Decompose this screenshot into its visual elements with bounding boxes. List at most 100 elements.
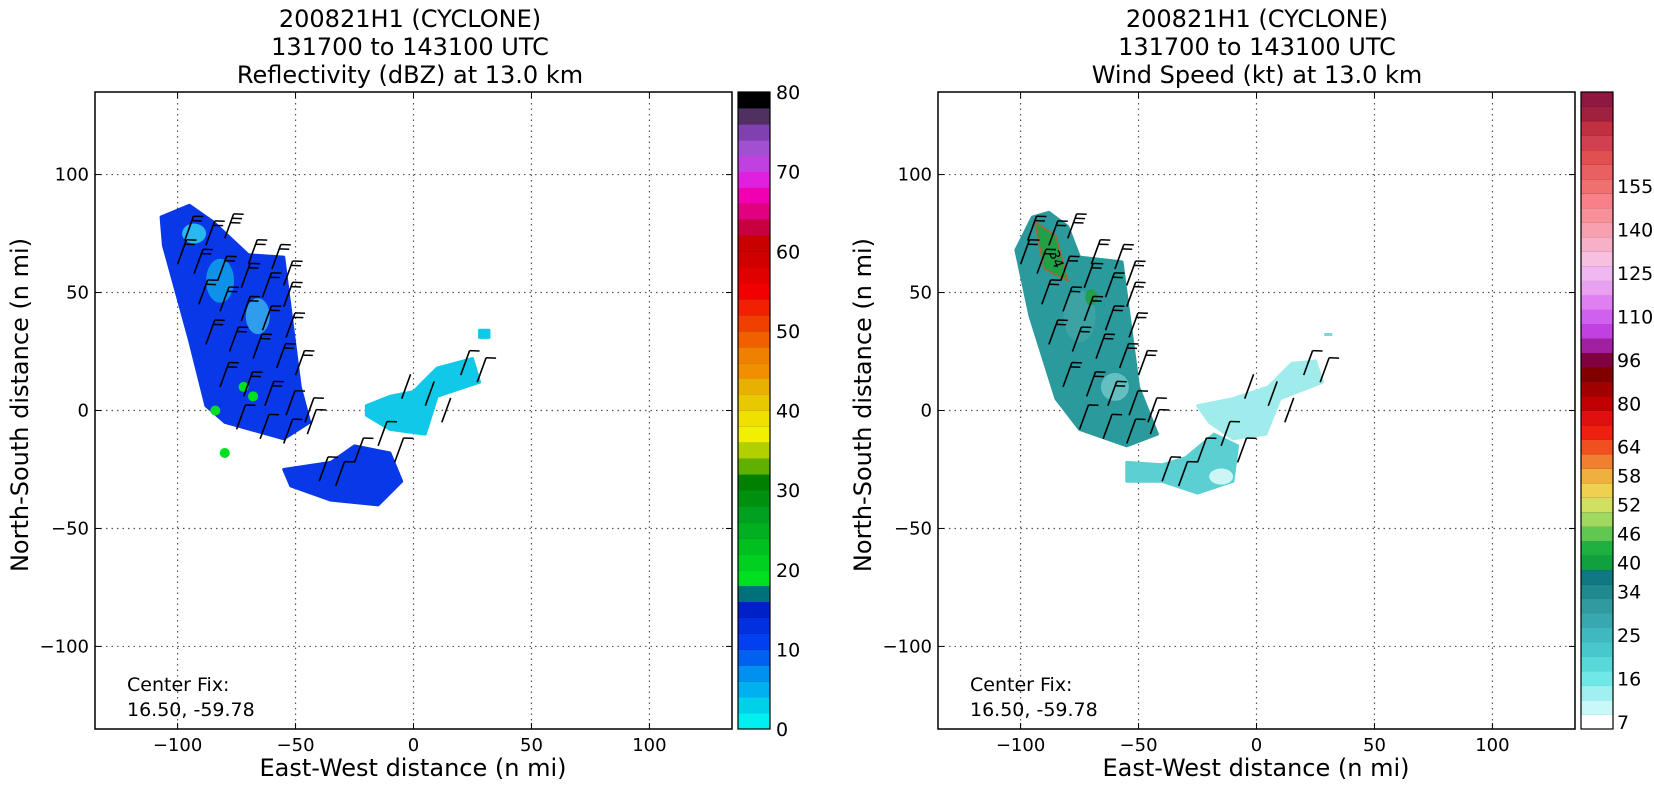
wind-barb xyxy=(198,279,218,305)
x-tick-label: −100 xyxy=(996,735,1045,756)
colorbar-segment xyxy=(738,649,770,666)
wind-barb xyxy=(275,342,296,369)
colorbar-segment xyxy=(738,506,770,523)
colorbar-segment xyxy=(738,283,770,300)
wind-barb xyxy=(1048,220,1068,246)
colorbar-segment xyxy=(1581,164,1613,180)
wind-barb xyxy=(205,319,225,345)
reflectivity-y-axis-label: North-South distance (n mi) xyxy=(6,238,34,572)
colorbar-segment xyxy=(1581,367,1613,382)
x-tick-label: −100 xyxy=(153,735,202,756)
colorbar-segment xyxy=(738,713,770,730)
wind-barb xyxy=(1083,295,1104,322)
colorbar-segment xyxy=(1581,338,1613,353)
wind-barb xyxy=(219,286,239,312)
wind-barb xyxy=(304,397,324,423)
colorbar-segment xyxy=(1581,222,1613,238)
colorbar-segment xyxy=(1581,280,1613,296)
colorbar-segment xyxy=(1581,671,1613,686)
wind-barb xyxy=(1019,239,1040,265)
colorbar-tick-label: 64 xyxy=(1617,437,1641,459)
wind-barb xyxy=(1062,361,1082,388)
wind-x-axis-label: East-West distance (n mi) xyxy=(1102,754,1409,782)
wind-barb xyxy=(1048,319,1068,345)
reflectivity-title-line-3: Reflectivity (dBZ) at 13.0 km xyxy=(237,61,583,89)
colorbar-segment xyxy=(738,378,770,395)
wind-barb xyxy=(1125,281,1146,307)
wind-barb xyxy=(1026,215,1047,241)
wind-texture xyxy=(1209,468,1234,485)
colorbar-segment xyxy=(1581,251,1613,267)
wind-plot-area: 34 −100 −50 0 50 100 −100 −50 0 50 100 xyxy=(883,91,1576,756)
wind-barb xyxy=(1085,371,1106,397)
colorbar-segment xyxy=(1581,714,1613,730)
y-tick-label: −100 xyxy=(40,636,89,657)
colorbar-segment xyxy=(738,474,770,491)
x-tick-label: 0 xyxy=(408,735,419,756)
colorbar-tick-label: 10 xyxy=(776,639,800,661)
colorbar-segment xyxy=(1581,439,1613,455)
colorbar-segment xyxy=(738,107,770,125)
colorbar-segment xyxy=(1581,410,1613,426)
colorbar-tick-label: 52 xyxy=(1617,495,1641,517)
x-tick-label: 100 xyxy=(632,735,666,756)
wind-barb xyxy=(1078,404,1099,430)
colorbar-segment xyxy=(1581,92,1613,107)
reflectivity-x-axis-label: East-West distance (n mi) xyxy=(259,754,566,782)
colorbar-tick-label: 46 xyxy=(1617,524,1641,546)
colorbar-segment xyxy=(1581,396,1613,411)
colorbar-segment xyxy=(738,681,770,698)
wind-barb xyxy=(1149,408,1170,435)
colorbar-segment xyxy=(738,219,770,236)
colorbar-segment xyxy=(738,299,770,316)
wind-y-axis-label: North-South distance (n mi) xyxy=(849,238,877,572)
colorbar-tick-label: 110 xyxy=(1617,306,1653,328)
wind-barb xyxy=(1102,413,1123,440)
colorbar-segment xyxy=(1581,193,1613,209)
colorbar-segment xyxy=(738,601,770,618)
colorbar-segment xyxy=(1581,135,1613,151)
wind-barb xyxy=(1161,456,1182,482)
reflectivity-colorbar: 0 10 20 30 40 50 60 70 80 xyxy=(737,82,800,741)
colorbar-segment xyxy=(1581,540,1613,556)
colorbar-segment xyxy=(738,92,770,109)
colorbar-tick-label: 80 xyxy=(1617,393,1641,415)
colorbar-segment xyxy=(1581,352,1613,368)
echo-texture xyxy=(245,298,270,335)
colorbar-tick-label: 58 xyxy=(1617,466,1641,488)
x-tick-label: 100 xyxy=(1475,735,1509,756)
wind-barb xyxy=(400,373,412,399)
echo-texture xyxy=(182,223,207,244)
colorbar-tick-label: 70 xyxy=(776,162,800,184)
y-tick-label: 50 xyxy=(66,283,89,304)
colorbar-segment xyxy=(738,426,770,443)
colorbar-tick-label: 125 xyxy=(1617,263,1653,285)
wind-barb xyxy=(1062,286,1082,312)
colorbar-segment xyxy=(1581,569,1613,585)
x-tick-label: 0 xyxy=(1251,735,1262,756)
colorbar-segment xyxy=(738,585,770,602)
wind-barb xyxy=(1177,460,1198,487)
reflectivity-title-line-2: 131700 to 143100 UTC xyxy=(271,33,549,61)
colorbar-tick-label: 60 xyxy=(776,241,800,263)
colorbar-segment xyxy=(738,362,770,380)
wind-title-line-1: 200821H1 (CYCLONE) xyxy=(1126,5,1388,33)
wind-barb xyxy=(1128,390,1149,416)
colorbar-frame xyxy=(1580,91,1614,730)
colorbar-segment xyxy=(1581,642,1613,658)
colorbar-segment xyxy=(1581,656,1613,672)
colorbar-segment xyxy=(1581,207,1613,223)
colorbar-segment xyxy=(1581,178,1613,194)
colorbar-tick-label: 96 xyxy=(1617,350,1641,372)
echo-core xyxy=(248,391,259,402)
wind-barb xyxy=(1067,213,1087,239)
wind-barb xyxy=(294,349,315,376)
colorbar-segment xyxy=(738,203,770,220)
wind-barb xyxy=(235,404,256,430)
wind-barb xyxy=(306,408,327,435)
colorbar-segment xyxy=(1581,584,1613,600)
wind-barb xyxy=(459,349,480,376)
wind-barb xyxy=(1284,397,1295,423)
colorbar-segment xyxy=(1581,294,1613,310)
wind-barb xyxy=(1302,349,1323,376)
